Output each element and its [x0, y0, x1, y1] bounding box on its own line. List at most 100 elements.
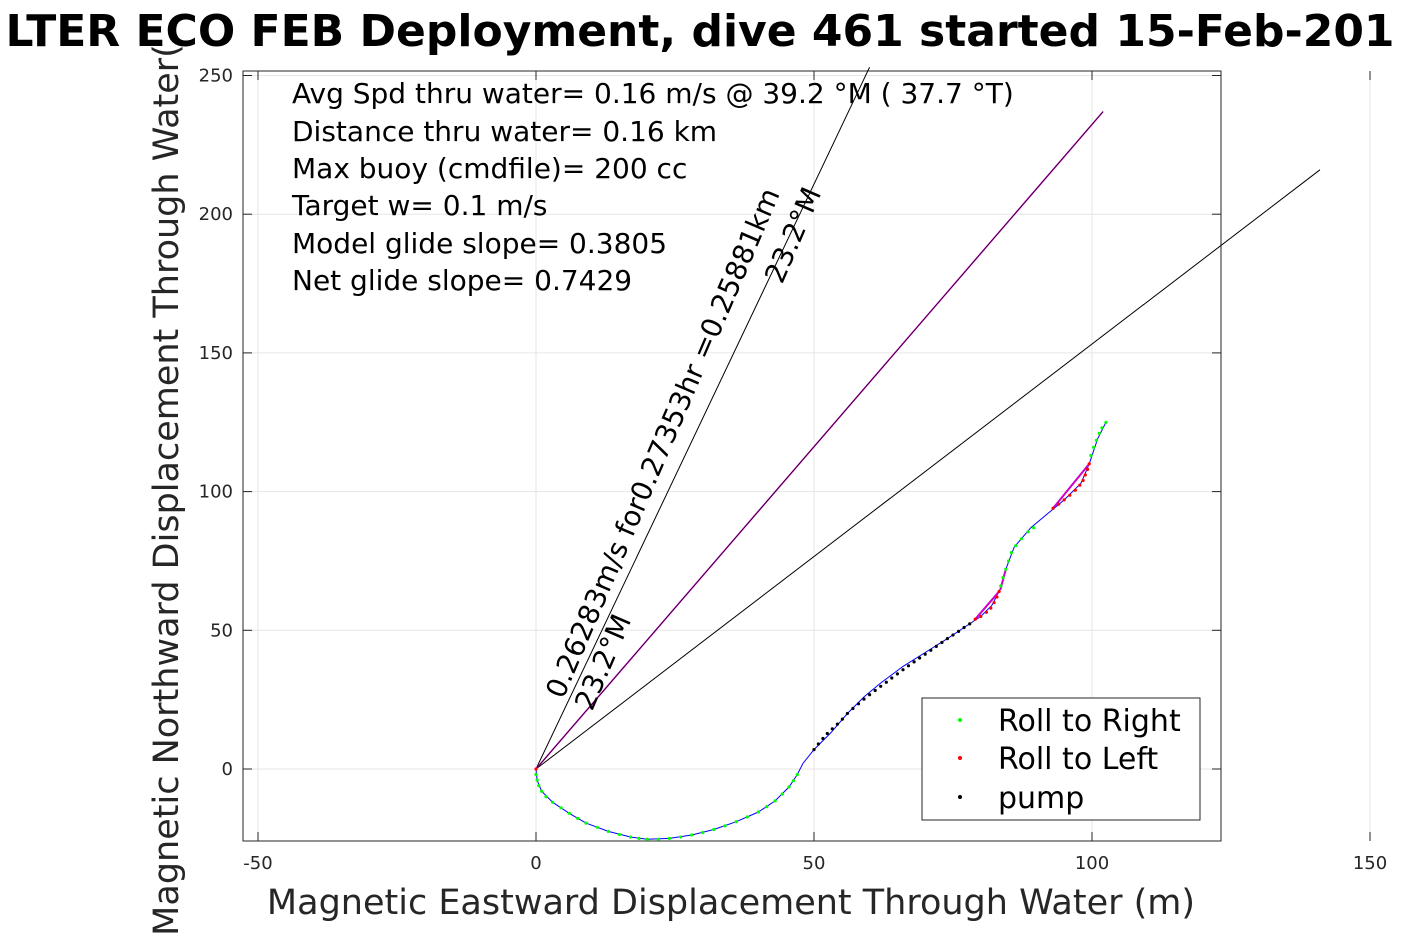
plot-area-border	[242, 70, 1222, 842]
roll-right-point	[723, 824, 727, 828]
roll-right-point	[756, 810, 761, 814]
y-tick-label: 150	[199, 343, 233, 364]
roll-right-point	[540, 789, 544, 793]
roll-left-point	[1078, 483, 1082, 487]
x-tick-label: 50	[803, 853, 826, 874]
pump-point	[901, 668, 905, 672]
pump-point	[821, 736, 825, 741]
roll-right-point	[765, 805, 769, 809]
roll-left-point	[1081, 478, 1085, 483]
pump-point	[895, 672, 900, 676]
pump-point	[812, 748, 816, 752]
roll-right-point	[791, 779, 796, 783]
roll-right-point	[656, 837, 660, 841]
annotation-distance: Distance thru water= 0.16 km	[292, 115, 717, 148]
roll-left-point	[1073, 488, 1077, 492]
pump-point	[918, 656, 922, 660]
legend-marker-roll-left	[958, 756, 962, 760]
magenta-track-segments	[974, 463, 1090, 620]
roll-right-point	[1001, 576, 1005, 580]
y-tick-label: 50	[210, 620, 233, 641]
pump-point	[879, 684, 883, 688]
roll-right-point	[1004, 567, 1008, 571]
heading-line-core	[535, 111, 1104, 770]
x-tick-label: -50	[243, 853, 272, 874]
roll-right-point	[1014, 544, 1018, 548]
roll-right-point	[617, 832, 622, 837]
grid-lines	[243, 71, 1371, 841]
roll-right-point	[595, 825, 599, 829]
roll-left-point	[1057, 502, 1061, 506]
roll-left-point	[989, 606, 993, 610]
legend-label-roll-right: Roll to Right	[998, 704, 1181, 739]
pump-point	[856, 702, 861, 706]
pump-point	[923, 652, 927, 656]
roll-right-point	[628, 835, 633, 839]
roll-right-point	[606, 829, 610, 834]
roll-right-point	[1032, 526, 1036, 530]
roll-left-point	[1051, 506, 1055, 510]
pump-point	[934, 644, 938, 649]
pump-point	[940, 640, 944, 645]
roll-right-point	[1100, 426, 1104, 430]
magenta-track-segment	[1052, 463, 1090, 509]
pump-point	[862, 697, 866, 701]
pump-point	[873, 688, 877, 693]
roll-left-point	[997, 589, 1001, 594]
roll-right-point	[1104, 420, 1108, 424]
roll-left-point	[973, 617, 977, 621]
roll-left-point	[992, 601, 996, 605]
annotation-max-buoy: Max buoy (cmdfile)= 200 cc	[292, 152, 687, 185]
roll-right-point	[584, 821, 588, 825]
roll-right-point	[795, 772, 799, 777]
pump-point	[845, 711, 850, 716]
roll-left-point	[1083, 473, 1087, 477]
roll-right-point	[1089, 453, 1093, 458]
roll-right-point	[690, 833, 694, 837]
roll-right-point	[679, 835, 683, 839]
cone-line-left	[535, 66, 871, 770]
roll-right-point	[534, 772, 538, 777]
magenta-track-segment	[974, 590, 1000, 620]
roll-left-point	[979, 614, 983, 619]
annotation-target-w: Target w= 0.1 m/s	[291, 189, 548, 222]
roll-right-point	[645, 837, 649, 841]
pump-point	[890, 676, 894, 680]
roll-right-point	[1009, 551, 1014, 555]
pump-point	[851, 706, 855, 711]
roll-left-point	[1087, 462, 1091, 466]
pump-point	[840, 717, 845, 721]
rotated-speed-label: 0.26283m/s for0.27353hr =0.25881km	[539, 183, 786, 703]
data-points	[534, 420, 1108, 841]
pump-point	[957, 629, 961, 634]
legend-label-roll-left: Roll to Left	[998, 742, 1158, 777]
roll-left-point	[995, 595, 999, 599]
x-tick-label: 150	[1353, 853, 1387, 874]
y-tick-label: 100	[199, 482, 233, 503]
dive-track-line	[535, 422, 1107, 840]
roll-right-point	[780, 792, 784, 796]
y-axis-label: Magnetic Northward Displacement Through …	[147, 44, 187, 936]
roll-right-point	[567, 811, 572, 816]
roll-right-point	[734, 820, 738, 824]
roll-right-point	[544, 795, 548, 799]
pump-point	[951, 633, 955, 637]
y-tick-label: 250	[199, 66, 233, 87]
roll-right-point	[551, 800, 555, 804]
roll-left-point	[1086, 467, 1090, 471]
roll-right-point	[745, 815, 749, 819]
roll-right-point	[637, 836, 641, 841]
pump-point	[912, 660, 916, 664]
legend-marker-pump	[958, 795, 962, 799]
legend-marker-roll-right	[958, 718, 962, 722]
pump-point	[868, 693, 872, 697]
chart-title: LTER ECO FEB Deployment, dive 461 starte…	[5, 6, 1394, 57]
annotation-model-glide-slope: Model glide slope= 0.3805	[292, 227, 667, 260]
roll-right-point	[1097, 431, 1101, 435]
x-tick-label: 100	[1075, 853, 1109, 874]
roll-right-point	[1092, 445, 1096, 449]
roll-right-point	[1026, 530, 1030, 534]
roll-right-point	[576, 816, 580, 821]
legend-box	[921, 697, 1201, 821]
x-axis-label: Magnetic Eastward Displacement Through W…	[267, 883, 1195, 923]
